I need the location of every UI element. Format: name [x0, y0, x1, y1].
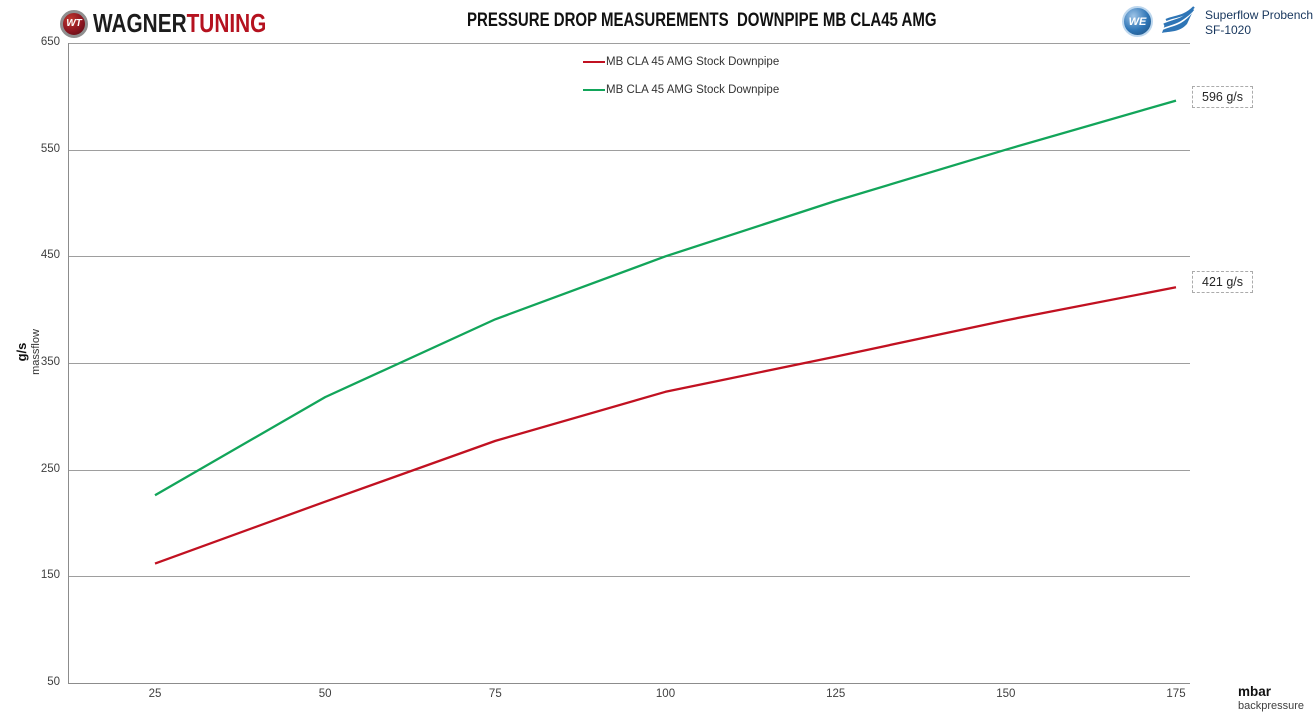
red-endpoint-callout: 421 g/s — [1192, 271, 1254, 293]
y-tick-label-50: 50 — [47, 676, 60, 688]
page-title: PRESSURE DROP MEASUREMENTS DOWNPIPE MB C… — [467, 10, 937, 31]
series-line-0 — [154, 286, 1177, 565]
legend-label-red: MB CLA 45 AMG Stock Downpipe — [606, 55, 780, 68]
x-tick-label-125: 125 — [826, 688, 846, 700]
legend-line-red-icon — [583, 60, 605, 63]
y-axis-title: g/s massflow — [6, 302, 50, 402]
testbench-name: Superflow Probench — [1205, 8, 1313, 22]
testbench-model: SF-1020 — [1205, 23, 1252, 37]
superflow-waves-icon — [1162, 6, 1195, 33]
legend-line-green-icon — [583, 88, 605, 91]
y-tick-label-250: 250 — [40, 462, 60, 475]
legend: MB CLA 45 AMG Stock Downpipe MB CLA 45 A… — [583, 54, 779, 110]
legend-item-green: MB CLA 45 AMG Stock Downpipe — [583, 82, 779, 97]
green-endpoint-callout: 596 g/s — [1192, 86, 1254, 108]
legend-label-green: MB CLA 45 AMG Stock Downpipe — [606, 83, 780, 96]
x-tick-label-175: 175 — [1166, 688, 1186, 700]
wt-monogram-icon: WT — [60, 9, 88, 38]
brand-wagner: WAGNER — [93, 8, 187, 38]
we-globe-icon: WE — [1122, 6, 1153, 37]
brand-tuning: TUNING — [186, 8, 267, 38]
y-tick-label-350: 350 — [40, 356, 60, 368]
y-axis-subtitle: massflow — [30, 329, 42, 375]
y-tick-label-450: 450 — [40, 249, 60, 262]
x-tick-label-75: 75 — [488, 688, 502, 700]
x-tick-label-150: 150 — [996, 688, 1016, 700]
brand-wordmark: WAGNER TUNING — [93, 8, 266, 39]
y-tick-label-150: 150 — [40, 569, 60, 582]
testbench-label: Superflow Probench SF-1020 — [1205, 8, 1313, 38]
testbench-logos: WE Superflow Probench SF-1020 — [1122, 6, 1313, 38]
series-line-1 — [154, 99, 1177, 497]
x-axis-subtitle: backpressure — [1238, 700, 1305, 712]
x-axis-title: mbar backpressure — [1238, 684, 1304, 712]
legend-item-red: MB CLA 45 AMG Stock Downpipe — [583, 54, 779, 69]
x-tick-label-25: 25 — [148, 688, 162, 700]
y-tick-label-650: 650 — [40, 36, 60, 48]
wagner-tuning-logo: WT WAGNER TUNING — [60, 8, 310, 39]
x-tick-label-100: 100 — [655, 688, 676, 700]
x-tick-label-50: 50 — [318, 688, 332, 700]
x-axis-unit: mbar — [1238, 684, 1272, 699]
y-tick-label-550: 550 — [40, 142, 60, 155]
